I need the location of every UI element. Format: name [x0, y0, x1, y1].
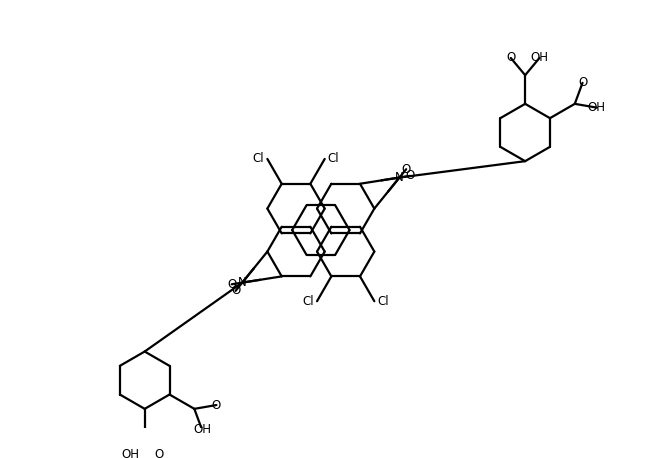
Text: O: O — [212, 398, 221, 412]
Text: O: O — [227, 278, 236, 291]
Text: O: O — [231, 284, 240, 297]
Text: OH: OH — [121, 448, 139, 458]
Text: O: O — [405, 169, 414, 182]
Text: Cl: Cl — [328, 153, 339, 165]
Text: O: O — [154, 448, 164, 458]
Text: O: O — [578, 76, 587, 89]
Text: O: O — [506, 51, 515, 65]
Text: OH: OH — [588, 101, 606, 114]
Text: Cl: Cl — [302, 294, 314, 308]
Text: N: N — [238, 276, 247, 289]
Text: OH: OH — [531, 51, 548, 65]
Text: OH: OH — [193, 423, 211, 436]
Text: N: N — [395, 171, 404, 184]
Text: Cl: Cl — [378, 294, 389, 308]
Text: O: O — [401, 163, 411, 176]
Text: Cl: Cl — [253, 153, 264, 165]
